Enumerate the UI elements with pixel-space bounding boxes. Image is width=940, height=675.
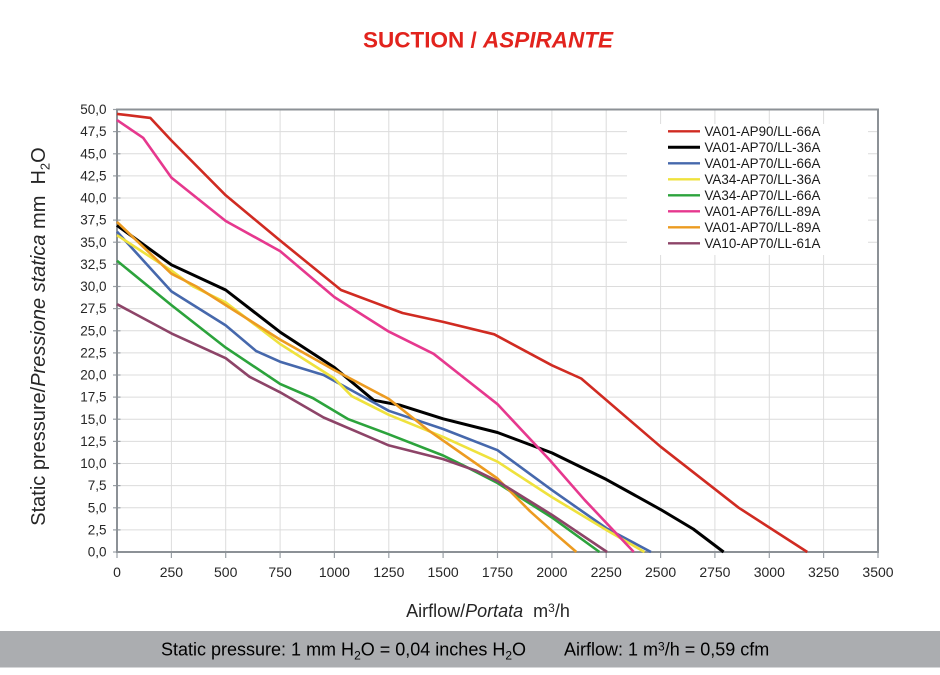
svg-text:1750: 1750 <box>482 564 513 580</box>
svg-text:2000: 2000 <box>536 564 567 580</box>
svg-text:3500: 3500 <box>862 564 893 580</box>
svg-text:47,5: 47,5 <box>80 124 106 139</box>
svg-text:25,0: 25,0 <box>80 323 106 338</box>
svg-text:0,0: 0,0 <box>88 545 107 560</box>
svg-text:500: 500 <box>214 564 238 580</box>
svg-text:2750: 2750 <box>699 564 730 580</box>
svg-text:50,0: 50,0 <box>80 102 106 117</box>
svg-text:3250: 3250 <box>808 564 839 580</box>
svg-text:VA01-AP90/LL-66A: VA01-AP90/LL-66A <box>705 124 821 139</box>
svg-text:22,5: 22,5 <box>80 346 106 361</box>
svg-text:40,0: 40,0 <box>80 191 106 206</box>
svg-text:2250: 2250 <box>591 564 622 580</box>
svg-text:1500: 1500 <box>428 564 459 580</box>
svg-text:15,0: 15,0 <box>80 412 106 427</box>
svg-text:12,5: 12,5 <box>80 434 106 449</box>
svg-text:250: 250 <box>160 564 184 580</box>
svg-text:VA01-AP76/LL-89A: VA01-AP76/LL-89A <box>705 204 821 219</box>
svg-text:VA10-AP70/LL-61A: VA10-AP70/LL-61A <box>705 236 821 251</box>
svg-text:2500: 2500 <box>645 564 676 580</box>
svg-text:Static pressure: 1 mm H2O = 0,: Static pressure: 1 mm H2O = 0,04 inches … <box>161 640 526 663</box>
svg-text:30,0: 30,0 <box>80 279 106 294</box>
svg-text:37,5: 37,5 <box>80 213 106 228</box>
svg-text:0: 0 <box>113 564 121 580</box>
svg-text:VA01-AP70/LL-66A: VA01-AP70/LL-66A <box>705 156 821 171</box>
svg-text:Airflow/Portata m3/h: Airflow/Portata m3/h <box>406 601 570 621</box>
svg-text:3000: 3000 <box>754 564 785 580</box>
svg-text:1250: 1250 <box>373 564 404 580</box>
svg-text:10,0: 10,0 <box>80 456 106 471</box>
svg-text:32,5: 32,5 <box>80 257 106 272</box>
svg-text:1000: 1000 <box>319 564 350 580</box>
svg-text:VA34-AP70/LL-36A: VA34-AP70/LL-36A <box>705 172 821 187</box>
svg-text:17,5: 17,5 <box>80 390 106 405</box>
svg-text:45,0: 45,0 <box>80 146 106 161</box>
svg-text:20,0: 20,0 <box>80 368 106 383</box>
svg-text:VA01-AP70/LL-36A: VA01-AP70/LL-36A <box>705 140 821 155</box>
svg-text:27,5: 27,5 <box>80 301 106 316</box>
svg-text:VA01-AP70/LL-89A: VA01-AP70/LL-89A <box>705 220 821 235</box>
svg-text:7,5: 7,5 <box>88 478 107 493</box>
svg-text:5,0: 5,0 <box>88 500 107 515</box>
svg-text:Static pressure/Pressione stat: Static pressure/Pressione statica mm H2O <box>28 147 53 525</box>
svg-text:VA34-AP70/LL-66A: VA34-AP70/LL-66A <box>705 188 821 203</box>
svg-text:Airflow: 1 m3/h = 0,59 cfm: Airflow: 1 m3/h = 0,59 cfm <box>564 640 769 660</box>
svg-text:SUCTION / ASPIRANTE: SUCTION / ASPIRANTE <box>363 28 614 53</box>
svg-text:2,5: 2,5 <box>88 523 107 538</box>
svg-text:35,0: 35,0 <box>80 235 106 250</box>
svg-text:750: 750 <box>268 564 292 580</box>
svg-text:42,5: 42,5 <box>80 169 106 184</box>
